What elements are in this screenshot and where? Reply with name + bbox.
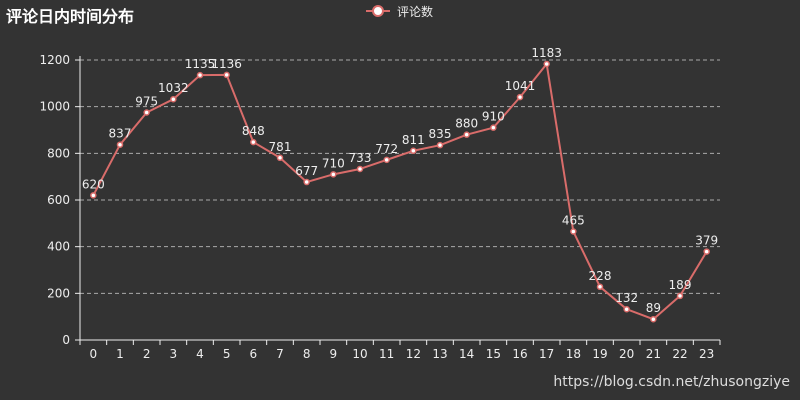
x-tick-label: 7	[276, 347, 284, 361]
data-point	[463, 131, 470, 138]
data-point	[410, 147, 417, 155]
y-tick-label: 200	[47, 286, 70, 300]
data-point	[356, 165, 364, 173]
data-point	[623, 305, 630, 313]
data-label: 811	[402, 133, 425, 147]
x-tick-label: 15	[486, 347, 501, 361]
data-point	[676, 292, 684, 300]
data-point	[250, 138, 257, 146]
data-label: 772	[375, 142, 398, 156]
y-tick-label: 400	[47, 240, 70, 254]
x-tick-label: 21	[646, 347, 661, 361]
data-label: 910	[482, 110, 505, 124]
data-label: 710	[322, 156, 345, 170]
x-tick-label: 19	[592, 347, 607, 361]
x-tick-label: 13	[432, 347, 447, 361]
data-point	[436, 141, 444, 149]
data-point	[543, 60, 550, 68]
data-label: 1041	[505, 79, 536, 93]
data-label: 1136	[211, 57, 242, 71]
data-point	[196, 71, 204, 79]
data-point	[143, 109, 150, 116]
data-point	[596, 283, 604, 291]
x-tick-label: 17	[539, 347, 554, 361]
data-label: 465	[562, 214, 585, 228]
legend-label: 评论数	[397, 4, 433, 19]
data-label: 837	[109, 127, 132, 141]
x-tick-label: 8	[303, 347, 311, 361]
y-tick-label: 1000	[39, 100, 70, 114]
data-label: 733	[349, 151, 372, 165]
data-point	[90, 192, 97, 199]
y-tick-label: 1200	[39, 53, 70, 67]
x-tick-label: 9	[330, 347, 338, 361]
y-tick-label: 800	[47, 146, 70, 160]
data-label: 89	[646, 301, 661, 315]
x-tick-label: 4	[196, 347, 204, 361]
data-label: 781	[269, 140, 292, 154]
data-label: 228	[589, 269, 612, 283]
data-point	[330, 171, 337, 178]
x-tick-label: 5	[223, 347, 231, 361]
data-label: 1135	[185, 57, 216, 71]
legend-marker-icon	[372, 5, 384, 17]
x-tick-label: 23	[699, 347, 714, 361]
x-tick-label: 11	[379, 347, 394, 361]
x-tick-label: 16	[512, 347, 527, 361]
data-point	[703, 248, 710, 255]
data-label: 1032	[158, 81, 189, 95]
series-line	[92, 62, 708, 321]
x-tick-label: 0	[90, 347, 98, 361]
x-tick-label: 22	[672, 347, 687, 361]
x-tick-label: 1	[116, 347, 124, 361]
data-point	[303, 178, 310, 186]
legend[interactable]: 评论数	[366, 4, 433, 19]
y-tick-label: 600	[47, 193, 70, 207]
data-label: 620	[82, 177, 105, 191]
x-tick-label: 12	[406, 347, 421, 361]
data-label: 379	[695, 234, 718, 248]
x-tick-label: 20	[619, 347, 634, 361]
data-point	[650, 315, 657, 323]
grid-lines	[80, 59, 720, 294]
series	[90, 60, 710, 323]
x-tick-label: 6	[250, 347, 258, 361]
data-point	[516, 93, 524, 101]
y-tick-label: 0	[62, 333, 70, 347]
data-label: 1183	[531, 46, 562, 60]
data-point	[170, 95, 177, 103]
x-tick-label: 3	[170, 347, 178, 361]
data-point	[383, 156, 390, 164]
x-tick-label: 10	[352, 347, 367, 361]
data-label: 848	[242, 124, 265, 138]
data-label: 975	[135, 95, 158, 109]
data-point	[570, 228, 577, 235]
x-tick-label: 18	[566, 347, 581, 361]
data-point	[223, 71, 230, 79]
x-tick-label: 14	[459, 347, 474, 361]
chart-title: 评论日内时间分布	[6, 7, 134, 26]
watermark: https://blog.csdn.net/zhusongziye	[553, 374, 790, 390]
data-point	[490, 124, 497, 131]
data-label: 189	[669, 278, 692, 292]
data-label: 835	[429, 127, 452, 141]
data-label: 132	[615, 291, 638, 305]
x-tick-label: 2	[143, 347, 151, 361]
data-point	[276, 154, 284, 162]
data-point	[116, 141, 124, 148]
data-label: 880	[455, 117, 478, 131]
data-label: 677	[295, 164, 318, 178]
